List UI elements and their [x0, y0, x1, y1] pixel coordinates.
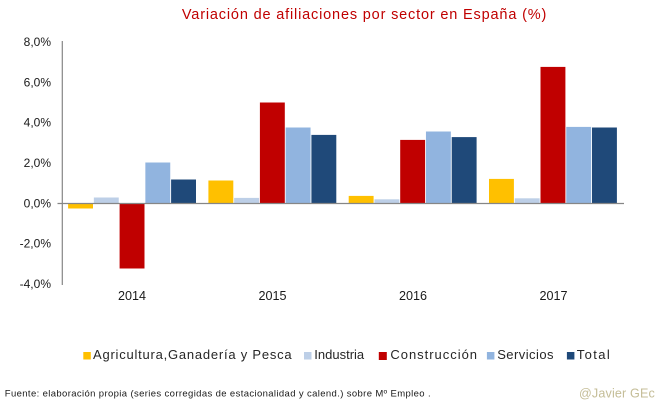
svg-text:0,0%: 0,0% — [24, 196, 52, 210]
svg-text:-4,0%: -4,0% — [20, 277, 52, 291]
svg-text:2016: 2016 — [399, 289, 427, 303]
svg-text:Variación de afiliaciones por: Variación de afiliaciones por sector en … — [182, 7, 547, 23]
svg-text:Servicios: Servicios — [497, 347, 554, 362]
svg-text:2014: 2014 — [118, 289, 146, 303]
svg-text:2,0%: 2,0% — [24, 156, 52, 170]
svg-text:6,0%: 6,0% — [24, 75, 52, 89]
svg-text:8,0%: 8,0% — [24, 35, 52, 49]
svg-text:Total: Total — [577, 347, 611, 362]
svg-text:@Javier GEc: @Javier GEc — [579, 386, 655, 400]
svg-text:Fuente: elaboración propia: Fuente: elaboración propia (series corre… — [5, 389, 431, 400]
svg-text:Industria: Industria — [314, 347, 365, 362]
svg-text:-2,0%: -2,0% — [20, 237, 52, 251]
svg-text:Construcción: Construcción — [390, 347, 478, 362]
svg-text:2015: 2015 — [258, 289, 286, 303]
svg-text:2017: 2017 — [539, 289, 567, 303]
svg-text:Agricultura,Ganadería y Pesca: Agricultura,Ganadería y Pesca — [93, 347, 292, 362]
svg-text:4,0%: 4,0% — [24, 116, 52, 130]
